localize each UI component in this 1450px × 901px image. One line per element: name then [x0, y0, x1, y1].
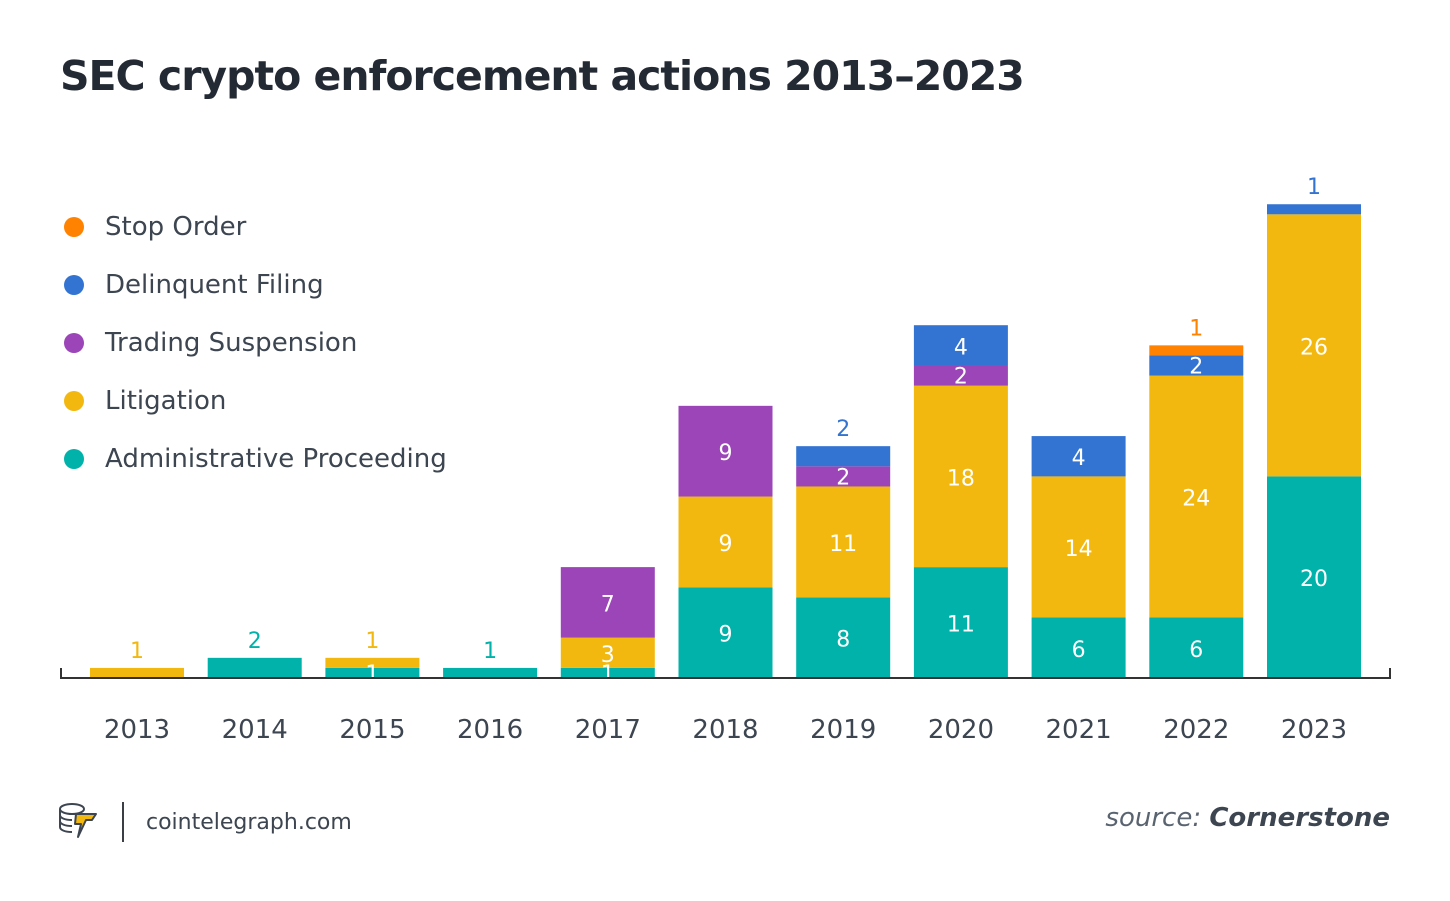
- legend-label: Litigation: [105, 386, 227, 416]
- bar-segment-delinquent-filing-2019: [796, 446, 891, 467]
- legend-item-delinquent-filing: Delinquent Filing: [64, 256, 447, 314]
- bar-segment-administrative-proceeding-2014: [207, 657, 302, 678]
- x-tick-label-2018: 2018: [692, 715, 758, 745]
- data-label-trading-suspension-2017: 7: [601, 592, 615, 617]
- bar-segment-stop-order-2022: [1149, 345, 1244, 356]
- data-label-administrative-proceeding-2019: 8: [836, 628, 850, 653]
- bar-segment-administrative-proceeding-2023: [1267, 476, 1361, 678]
- source-prefix: source:: [1105, 803, 1202, 833]
- bar-segment-delinquent-filing-2022: [1149, 355, 1244, 376]
- data-label-administrative-proceeding-2023: 20: [1300, 567, 1328, 592]
- bar-segment-trading-suspension-2019: [796, 466, 891, 487]
- data-label-delinquent-filing-2019: 2: [836, 417, 850, 442]
- data-label-litigation-2023: 26: [1300, 335, 1328, 360]
- data-label-litigation-2013: 1: [130, 639, 144, 664]
- data-label-administrative-proceeding-2017: 1: [601, 662, 615, 687]
- bar-segment-delinquent-filing-2021: [1031, 436, 1126, 477]
- legend-label: Administrative Proceeding: [105, 444, 447, 474]
- x-tick-label-2014: 2014: [222, 715, 288, 745]
- data-label-litigation-2015: 1: [365, 629, 379, 654]
- x-tick-label-2022: 2022: [1163, 715, 1229, 745]
- site-url: cointelegraph.com: [146, 809, 352, 835]
- data-label-trading-suspension-2019: 2: [836, 465, 850, 490]
- bar-segment-administrative-proceeding-2019: [796, 597, 891, 678]
- bar-segment-litigation-2020: [913, 385, 1008, 568]
- bar-segment-litigation-2022: [1149, 375, 1244, 618]
- administrative-proceeding-swatch-icon: [64, 449, 84, 469]
- bar-segment-administrative-proceeding-2018: [678, 587, 773, 678]
- data-label-litigation-2017: 3: [601, 643, 615, 668]
- bar-segment-administrative-proceeding-2021: [1031, 617, 1126, 678]
- legend-label: Delinquent Filing: [105, 270, 324, 300]
- data-label-delinquent-filing-2022: 2: [1189, 355, 1203, 380]
- data-label-administrative-proceeding-2014: 2: [248, 629, 262, 654]
- data-label-stop-order-2022: 1: [1189, 316, 1203, 341]
- legend-item-litigation: Litigation: [64, 372, 447, 430]
- bar-segment-litigation-2023: [1267, 214, 1361, 477]
- data-label-administrative-proceeding-2016: 1: [483, 639, 497, 664]
- data-label-litigation-2022: 24: [1182, 487, 1210, 512]
- x-tick-label-2015: 2015: [339, 715, 405, 745]
- bar-segment-litigation-2019: [796, 486, 891, 598]
- bar-segment-litigation-2018: [678, 496, 773, 588]
- data-label-litigation-2018: 9: [719, 532, 733, 557]
- chart-title: SEC crypto enforcement actions 2013–2023: [60, 52, 1025, 100]
- bar-segment-administrative-proceeding-2016: [443, 667, 538, 678]
- legend-item-administrative-proceeding: Administrative Proceeding: [64, 430, 447, 488]
- trading-suspension-swatch-icon: [64, 333, 84, 353]
- data-label-delinquent-filing-2021: 4: [1072, 446, 1086, 471]
- cointelegraph-logo-icon: [58, 800, 102, 844]
- data-label-delinquent-filing-2023: 1: [1307, 175, 1321, 200]
- x-tick-label-2017: 2017: [575, 715, 641, 745]
- source-credit: source: Cornerstone: [1105, 803, 1390, 833]
- bar-segment-trading-suspension-2020: [913, 365, 1008, 386]
- x-tick-label-2019: 2019: [810, 715, 876, 745]
- source-name: Cornerstone: [1209, 803, 1390, 833]
- data-label-litigation-2021: 14: [1065, 537, 1093, 562]
- legend-label: Trading Suspension: [105, 328, 358, 358]
- x-tick-label-2023: 2023: [1281, 715, 1347, 745]
- legend-item-stop-order: Stop Order: [64, 198, 447, 256]
- bar-segment-litigation-2013: [90, 667, 184, 678]
- x-tick-label-2021: 2021: [1046, 715, 1112, 745]
- litigation-swatch-icon: [64, 391, 84, 411]
- x-tick-label-2013: 2013: [104, 715, 170, 745]
- data-label-litigation-2019: 11: [829, 532, 857, 557]
- x-tick-label-2020: 2020: [928, 715, 994, 745]
- delinquent-filing-swatch-icon: [64, 275, 84, 295]
- data-label-administrative-proceeding-2021: 6: [1072, 638, 1086, 663]
- x-tick-label-2016: 2016: [457, 715, 523, 745]
- data-label-administrative-proceeding-2020: 11: [947, 613, 975, 638]
- data-label-administrative-proceeding-2015: 1: [365, 662, 379, 687]
- brand-footer: cointelegraph.com: [58, 800, 352, 844]
- legend-item-trading-suspension: Trading Suspension: [64, 314, 447, 372]
- bar-segment-delinquent-filing-2023: [1267, 204, 1361, 215]
- bar-segment-administrative-proceeding-2017: [560, 667, 655, 678]
- data-label-administrative-proceeding-2018: 9: [719, 623, 733, 648]
- stop-order-swatch-icon: [64, 217, 84, 237]
- legend-label: Stop Order: [105, 212, 247, 242]
- footer-divider: [122, 802, 124, 842]
- bar-segment-delinquent-filing-2020: [913, 325, 1008, 366]
- bar-segment-trading-suspension-2018: [678, 405, 773, 497]
- data-label-administrative-proceeding-2022: 6: [1189, 638, 1203, 663]
- bar-segment-litigation-2015: [325, 657, 420, 668]
- data-label-litigation-2020: 18: [947, 466, 975, 491]
- chart-legend: Stop Order Delinquent Filing Trading Sus…: [64, 198, 447, 488]
- bar-segment-administrative-proceeding-2015: [325, 667, 420, 678]
- bar-segment-administrative-proceeding-2020: [913, 567, 1008, 678]
- data-label-delinquent-filing-2020: 4: [954, 335, 968, 360]
- bar-segment-trading-suspension-2017: [560, 567, 655, 638]
- bar-segment-litigation-2021: [1031, 476, 1126, 618]
- bar-segment-administrative-proceeding-2022: [1149, 617, 1244, 678]
- data-label-trading-suspension-2018: 9: [719, 441, 733, 466]
- bar-segment-litigation-2017: [560, 637, 655, 668]
- data-label-trading-suspension-2020: 2: [954, 365, 968, 390]
